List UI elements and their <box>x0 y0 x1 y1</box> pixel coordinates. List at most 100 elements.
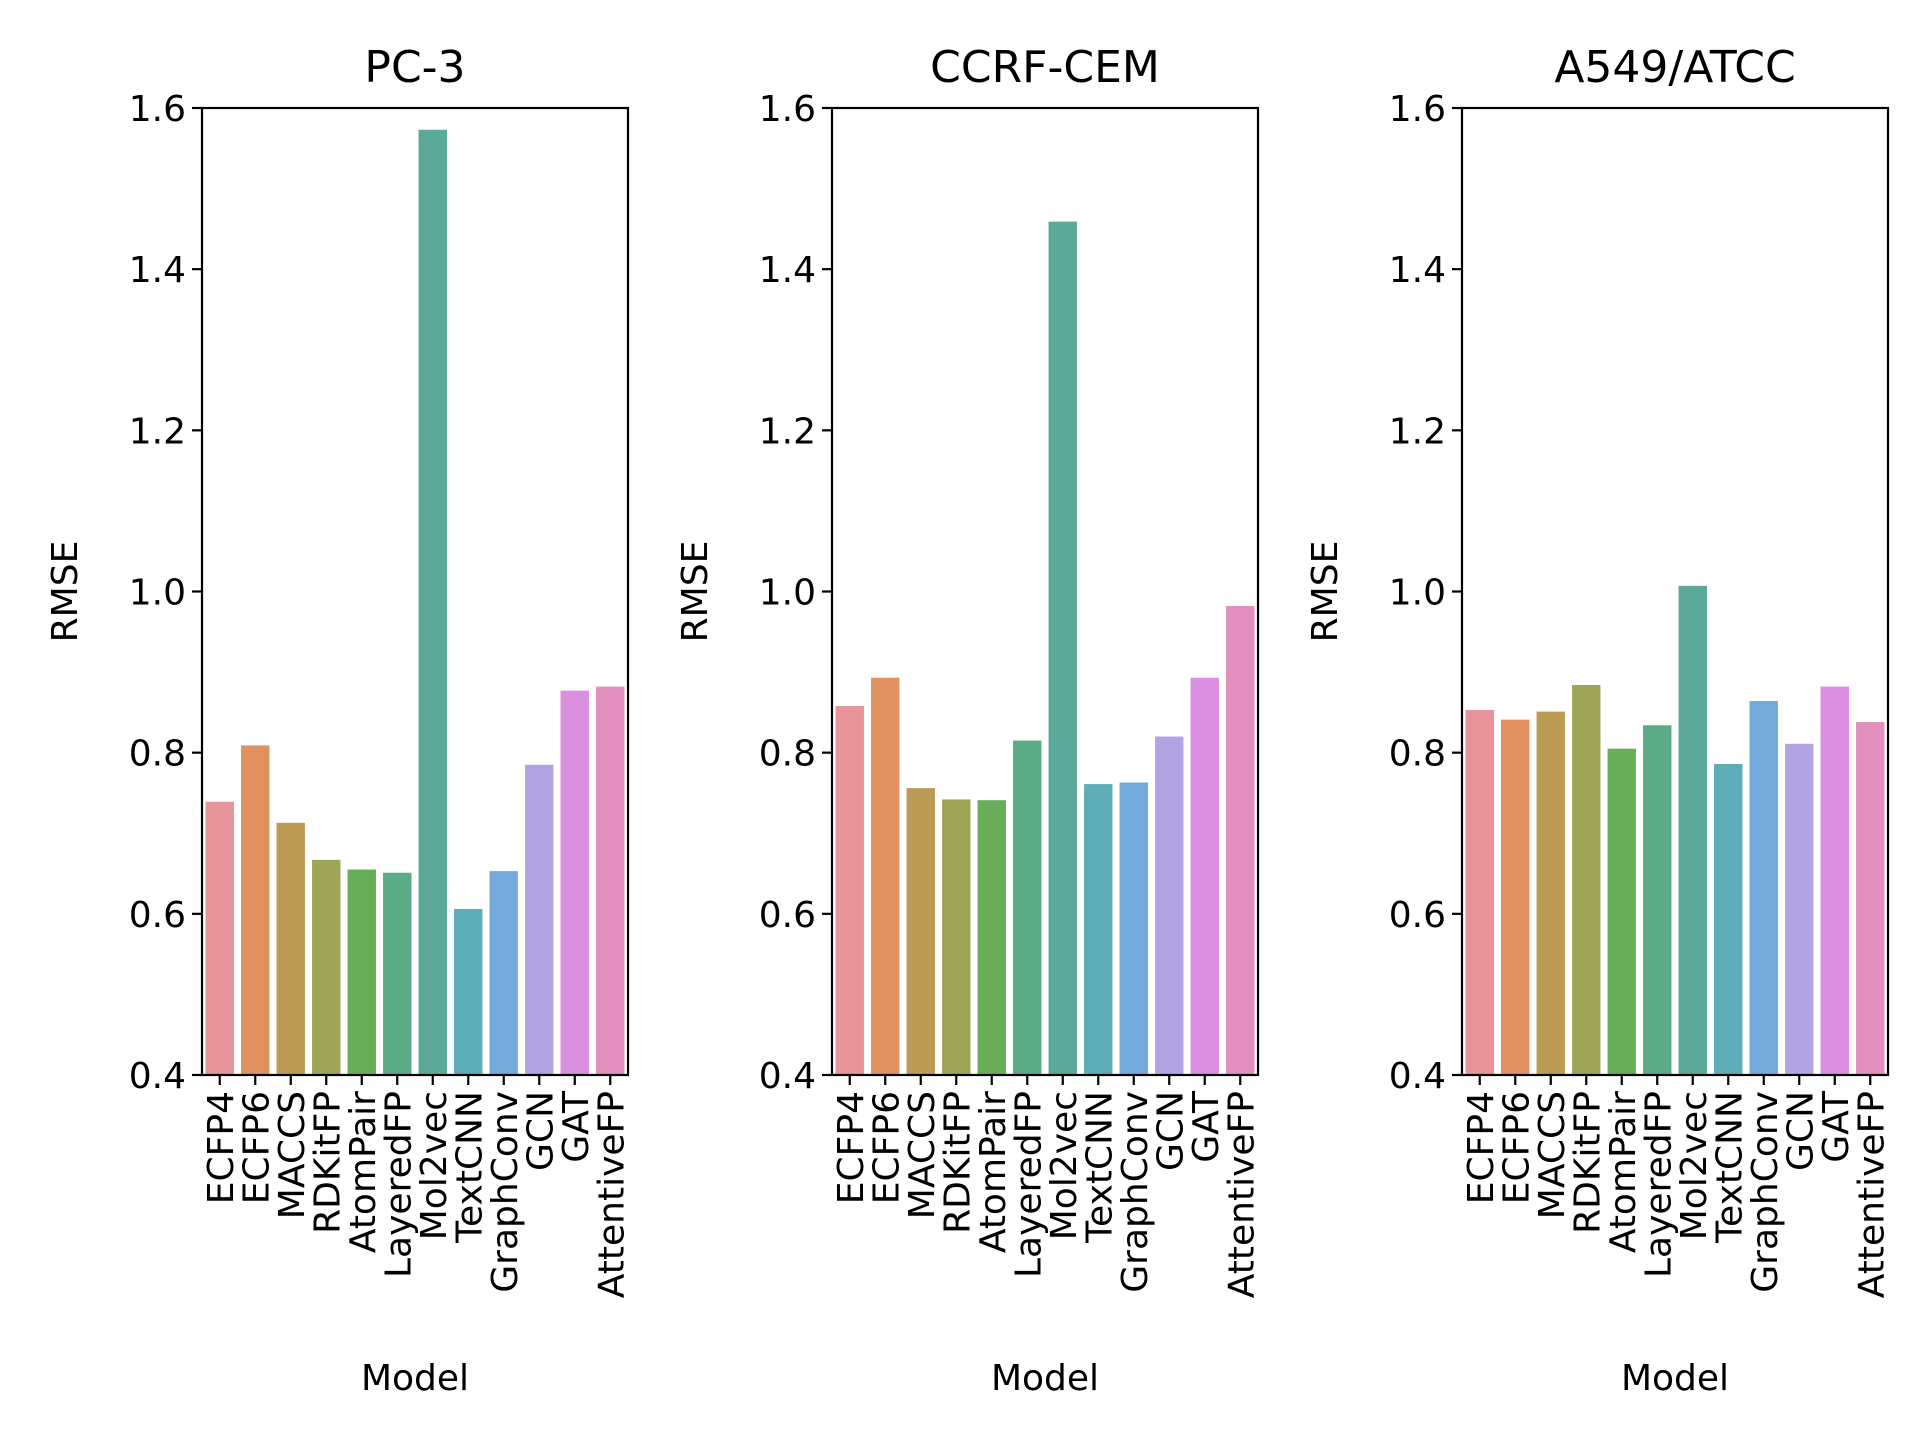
x-tick-label: ECFP6 <box>866 1091 907 1204</box>
y-tick-label: 0.8 <box>759 734 816 775</box>
x-tick-label: ECFP6 <box>236 1091 277 1204</box>
x-tick-label: TextCNN <box>1079 1091 1120 1244</box>
x-tick-label: Mol2vec <box>1044 1091 1085 1240</box>
bar-textcnn <box>454 909 483 1075</box>
x-tick-label: Mol2vec <box>1674 1091 1715 1240</box>
bar-atompair <box>347 869 376 1075</box>
bar-gcn <box>1785 743 1814 1075</box>
x-tick-label: LayeredFP <box>1008 1091 1049 1278</box>
x-axis-label: Model <box>991 1358 1099 1399</box>
x-tick-label: AttentiveFP <box>591 1091 632 1298</box>
x-tick-label: GAT <box>1816 1090 1857 1163</box>
x-tick-label: ECFP6 <box>1496 1091 1537 1204</box>
bar-graphconv <box>489 871 518 1075</box>
y-tick-label: 0.6 <box>1389 895 1446 936</box>
bar-maccs <box>906 788 935 1075</box>
bar-gat <box>1820 686 1849 1075</box>
x-tick-label: GCN <box>1780 1091 1821 1171</box>
x-axis-label: Model <box>361 1358 469 1399</box>
x-tick-label: RDKitFP <box>937 1091 978 1234</box>
bar-attentivefp <box>596 686 625 1075</box>
y-tick-label: 0.4 <box>759 1056 816 1097</box>
bar-gat <box>560 690 589 1075</box>
bar-graphconv <box>1119 782 1148 1075</box>
x-tick-label: MACCS <box>902 1091 943 1219</box>
bar-gcn <box>525 764 554 1075</box>
chart-panel-2: A549/ATCC 0.4 0.6 0.8 1.0 1.2 1.4 1.6 ECFP4ECFP6… <box>1305 42 1892 1399</box>
x-tick-label: GraphConv <box>485 1091 526 1293</box>
y-tick-label: 1.2 <box>1389 411 1446 452</box>
y-tick-label: 1.4 <box>129 250 186 291</box>
bar-ecfp4 <box>205 801 234 1075</box>
bar-rdkitfp <box>942 799 971 1075</box>
y-tick-label: 1.6 <box>759 89 816 130</box>
y-tick-label: 1.6 <box>129 89 186 130</box>
bar-ecfp6 <box>1501 719 1530 1075</box>
y-tick-label: 0.6 <box>759 895 816 936</box>
x-tick-label: TextCNN <box>449 1091 490 1244</box>
x-tick-label: AtomPair <box>973 1091 1014 1253</box>
bar-layeredfp <box>1643 725 1672 1075</box>
y-tick-label: 1.4 <box>1389 250 1446 291</box>
x-tick-label: RDKitFP <box>307 1091 348 1234</box>
x-axis-label: Model <box>1621 1358 1729 1399</box>
bar-ecfp4 <box>1465 709 1494 1075</box>
x-tick-label: ECFP4 <box>201 1091 242 1204</box>
x-tick-label: RDKitFP <box>1567 1091 1608 1234</box>
x-tick-label: ECFP4 <box>831 1091 872 1204</box>
y-tick-label: 1.6 <box>1389 89 1446 130</box>
y-tick-label: 0.8 <box>1389 734 1446 775</box>
bar-rdkitfp <box>1572 684 1601 1075</box>
y-axis-label: RMSE <box>1305 541 1346 643</box>
bar-rdkitfp <box>312 859 341 1075</box>
bar-maccs <box>276 822 305 1075</box>
bar-ecfp6 <box>241 745 270 1075</box>
x-tick-label: AtomPair <box>1603 1091 1644 1253</box>
y-tick-label: 1.2 <box>759 411 816 452</box>
chart-title: PC-3 <box>364 42 465 93</box>
bar-atompair <box>977 800 1006 1075</box>
bar-mol2vec <box>418 129 447 1075</box>
bar-mol2vec <box>1678 585 1707 1075</box>
chart-title: CCRF-CEM <box>930 42 1160 93</box>
x-tick-label: GraphConv <box>1745 1091 1786 1293</box>
bar-attentivefp <box>1226 606 1255 1075</box>
bar-textcnn <box>1714 763 1743 1075</box>
y-tick-label: 1.2 <box>129 411 186 452</box>
y-axis-label: RMSE <box>45 541 86 643</box>
x-tick-label: GCN <box>1150 1091 1191 1171</box>
x-tick-label: MACCS <box>1532 1091 1573 1219</box>
bar-maccs <box>1536 711 1565 1075</box>
y-tick-label: 0.4 <box>129 1056 186 1097</box>
bar-layeredfp <box>1013 740 1042 1075</box>
x-tick-label: GCN <box>520 1091 561 1171</box>
bar-attentivefp <box>1856 722 1885 1075</box>
bar-layeredfp <box>383 872 412 1075</box>
x-tick-label: MACCS <box>272 1091 313 1219</box>
y-tick-label: 1.4 <box>759 250 816 291</box>
x-tick-label: AttentiveFP <box>1851 1091 1892 1298</box>
y-tick-label: 0.6 <box>129 895 186 936</box>
x-tick-label: TextCNN <box>1709 1091 1750 1244</box>
x-tick-label: AtomPair <box>343 1091 384 1253</box>
y-tick-label: 0.4 <box>1389 1056 1446 1097</box>
bar-gcn <box>1155 736 1184 1075</box>
y-axis-label: RMSE <box>675 541 716 643</box>
chart-title: A549/ATCC <box>1554 42 1795 93</box>
bar-textcnn <box>1084 784 1113 1075</box>
x-tick-label: LayeredFP <box>1638 1091 1679 1278</box>
bar-ecfp6 <box>871 677 900 1075</box>
bar-ecfp4 <box>835 705 864 1075</box>
x-tick-label: Mol2vec <box>414 1091 455 1240</box>
y-tick-label: 1.0 <box>129 573 186 614</box>
x-tick-label: GAT <box>556 1090 597 1163</box>
x-tick-label: GAT <box>1186 1090 1227 1163</box>
bar-atompair <box>1607 748 1636 1075</box>
y-tick-label: 0.8 <box>129 734 186 775</box>
bar-graphconv <box>1749 701 1778 1075</box>
chart-panel-0: PC-3 0.4 0.6 0.8 1.0 1.2 1.4 1.6 ECFP4ECFP6MACCS… <box>45 42 632 1399</box>
x-tick-label: GraphConv <box>1115 1091 1156 1293</box>
bar-gat <box>1190 677 1219 1075</box>
x-tick-label: AttentiveFP <box>1221 1091 1262 1298</box>
